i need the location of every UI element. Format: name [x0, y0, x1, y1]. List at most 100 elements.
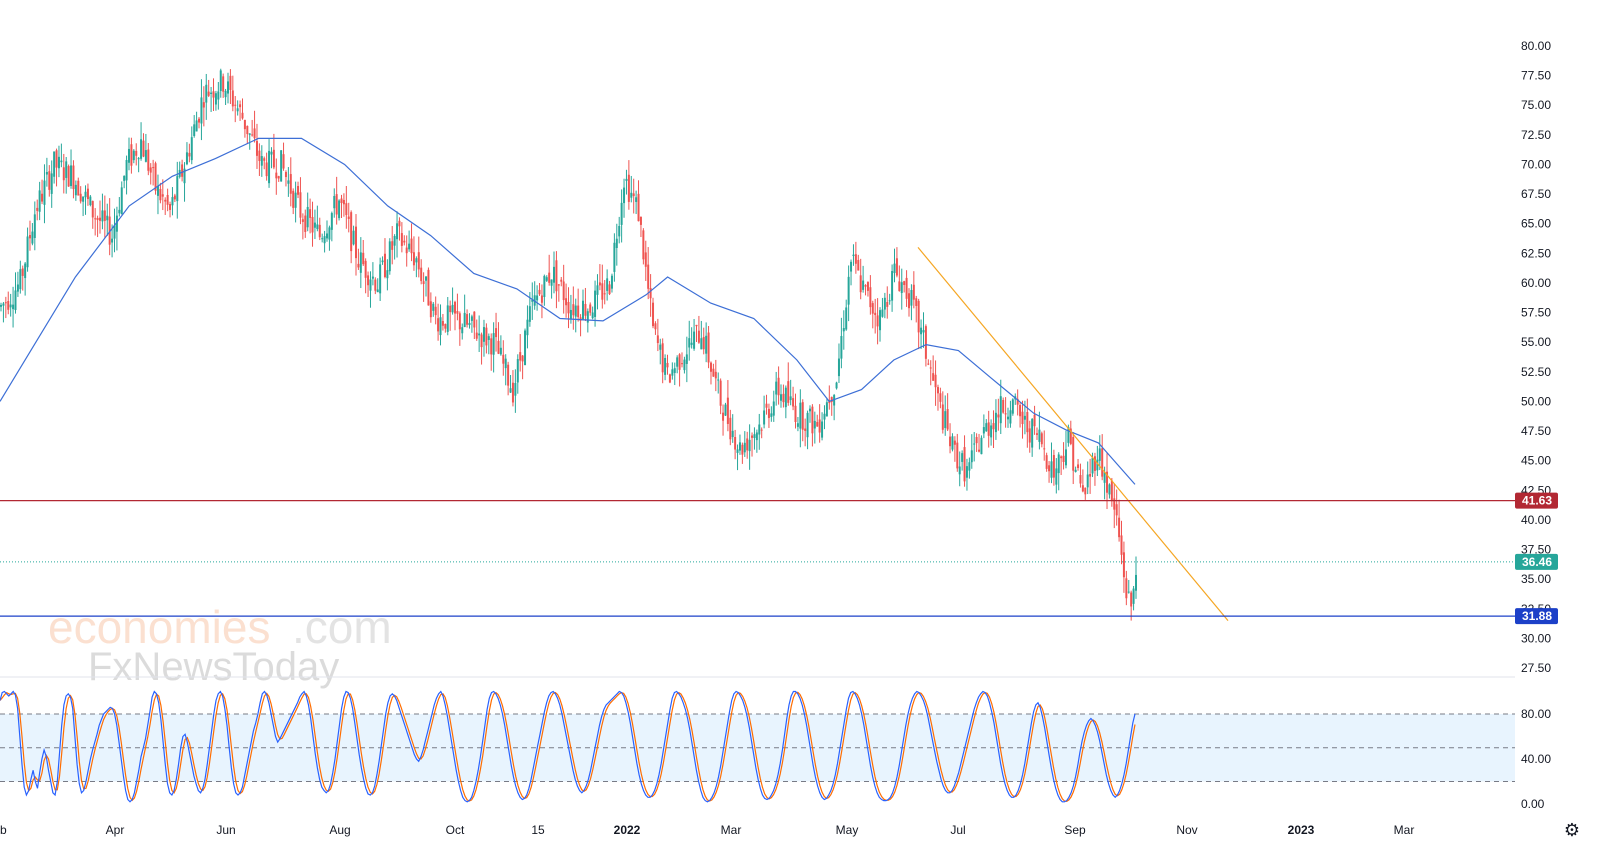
candle-body [712, 368, 715, 377]
candle-body [560, 279, 563, 282]
candle-body [1074, 469, 1077, 472]
candle-body [681, 363, 683, 365]
candle-body [446, 305, 449, 332]
candle-body [364, 260, 367, 278]
candle-body [821, 421, 824, 438]
candle-body [1127, 591, 1130, 593]
candle-body [299, 192, 302, 218]
candle-body [871, 303, 874, 314]
candle-body [1007, 416, 1010, 420]
stochastic-d-line [0, 691, 1136, 803]
candle-body [813, 420, 816, 429]
candle-body [74, 184, 77, 196]
candle-body [454, 301, 456, 314]
candle-body [714, 371, 717, 379]
svg-text:economies: economies [48, 601, 270, 653]
candle-body [169, 204, 172, 210]
candle-body [243, 119, 246, 130]
candle-body [883, 297, 886, 310]
candle-body [72, 165, 75, 190]
candle-body [318, 224, 321, 238]
candle-body [415, 258, 418, 263]
price-tick-label: 65.00 [1521, 217, 1551, 231]
candle-body [857, 259, 860, 271]
candle-body [338, 200, 341, 219]
candle-body [608, 284, 611, 295]
candle-body [934, 374, 937, 388]
candle-body [304, 215, 307, 232]
candle-body [985, 423, 988, 432]
settings-gear-icon[interactable]: ⚙ [1563, 820, 1581, 840]
candle-body [1043, 448, 1046, 450]
candle-body [516, 359, 519, 383]
time-tick-label: Jun [216, 823, 235, 837]
candle-body [152, 167, 155, 169]
candle-body [144, 150, 147, 162]
candle-body [1002, 399, 1005, 413]
candle-body [292, 190, 295, 208]
candle-body [347, 216, 350, 219]
trendline[interactable] [917, 247, 1229, 621]
candle-body [239, 104, 242, 108]
stochastic-pane[interactable] [0, 690, 1515, 803]
candle-body [719, 380, 722, 406]
candle-body [70, 165, 73, 186]
time-axis[interactable]: eb Apr Jun Aug Oct 15 2022 Mar May Jul Sep Nov 2023 M… [0, 823, 1414, 837]
candle-body [340, 198, 343, 204]
stochastic-axis[interactable]: 80.00 40.00 0.00 [1521, 707, 1551, 811]
price-tick-label: 37.50 [1521, 543, 1551, 557]
candle-body [965, 466, 968, 478]
price-axis[interactable]: 80.00 77.50 75.00 72.50 70.00 67.50 65.00 62.50… [1521, 39, 1551, 675]
candle-body [113, 225, 116, 239]
candle-body [229, 75, 232, 90]
candle-body [1120, 535, 1123, 555]
candle-body [1103, 471, 1106, 483]
candle-body [842, 328, 845, 332]
candle-body [410, 238, 413, 254]
candle-body [21, 268, 24, 276]
candle-body [775, 381, 778, 395]
candle-body [970, 450, 973, 463]
candle-body [751, 435, 754, 438]
candle-body [920, 327, 923, 335]
candle-body [685, 354, 688, 364]
candle-body [149, 167, 152, 173]
candle-body [555, 260, 558, 292]
candle-body [156, 185, 159, 196]
candle-body [823, 413, 826, 420]
candle-body [526, 319, 529, 336]
candle-body [499, 347, 502, 355]
candle-body [1089, 474, 1092, 477]
time-tick-label: Aug [329, 823, 350, 837]
stochastic-tick-label: 40.00 [1521, 752, 1551, 766]
candle-body [103, 210, 106, 221]
candle-body [161, 194, 164, 197]
candle-body [893, 263, 896, 274]
candle-body [154, 163, 157, 191]
candle-body [922, 330, 925, 333]
candle-body [1093, 456, 1096, 471]
candle-body [801, 402, 804, 430]
candle-body [1135, 574, 1137, 591]
price-tick-label: 27.50 [1521, 661, 1551, 675]
candle-body [1028, 428, 1031, 443]
time-tick-label: Apr [106, 823, 125, 837]
candle-body [222, 76, 225, 92]
candle-body [388, 241, 391, 272]
horizontal-levels[interactable] [0, 499, 1515, 617]
candle-body [833, 395, 836, 406]
candle-body [1040, 433, 1043, 445]
candle-body [586, 311, 589, 323]
candle-body [190, 137, 193, 161]
time-tick-label: May [836, 823, 859, 837]
candle-body [91, 201, 94, 218]
candle-body [246, 125, 249, 135]
candle-body [420, 267, 423, 282]
candle-body [468, 322, 471, 326]
candle-body [652, 302, 655, 327]
candle-body [188, 152, 191, 157]
candle-body [755, 432, 758, 441]
candle-body [205, 84, 208, 103]
candle-body [412, 252, 415, 266]
